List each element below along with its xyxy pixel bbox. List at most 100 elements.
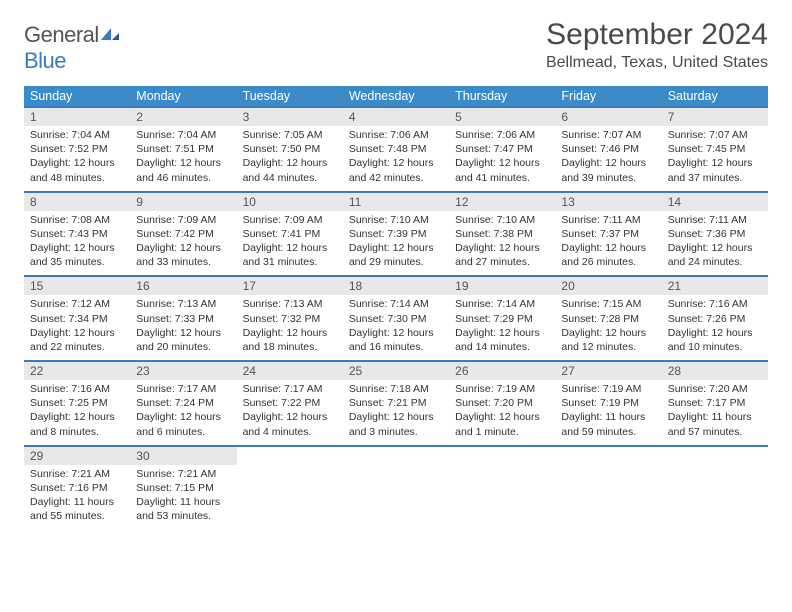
day-number: 8 [24, 193, 130, 211]
day-body [662, 451, 768, 459]
day-body [343, 451, 449, 459]
day-body: Sunrise: 7:16 AMSunset: 7:25 PMDaylight:… [24, 380, 130, 445]
sunset-text: Sunset: 7:48 PM [349, 142, 443, 156]
brand-name-part1: General [24, 22, 99, 47]
day-body: Sunrise: 7:07 AMSunset: 7:45 PMDaylight:… [662, 126, 768, 191]
sunrise-text: Sunrise: 7:06 AM [455, 128, 549, 142]
daylight-text: Daylight: 12 hours and 44 minutes. [243, 156, 337, 184]
sunrise-text: Sunrise: 7:13 AM [136, 297, 230, 311]
daylight-text: Daylight: 12 hours and 8 minutes. [30, 410, 124, 438]
sunset-text: Sunset: 7:25 PM [30, 396, 124, 410]
day-number: 22 [24, 362, 130, 380]
daylight-text: Daylight: 12 hours and 27 minutes. [455, 241, 549, 269]
day-number: 29 [24, 447, 130, 465]
daylight-text: Daylight: 12 hours and 18 minutes. [243, 326, 337, 354]
day-number: 20 [555, 277, 661, 295]
day-body: Sunrise: 7:10 AMSunset: 7:38 PMDaylight:… [449, 211, 555, 276]
daylight-text: Daylight: 11 hours and 59 minutes. [561, 410, 655, 438]
sunset-text: Sunset: 7:26 PM [668, 312, 762, 326]
weekday-thursday: Thursday [449, 86, 555, 106]
sunset-text: Sunset: 7:16 PM [30, 481, 124, 495]
day-cell: 14Sunrise: 7:11 AMSunset: 7:36 PMDayligh… [662, 193, 768, 276]
daylight-text: Daylight: 12 hours and 3 minutes. [349, 410, 443, 438]
day-body: Sunrise: 7:05 AMSunset: 7:50 PMDaylight:… [237, 126, 343, 191]
day-cell: 29Sunrise: 7:21 AMSunset: 7:16 PMDayligh… [24, 447, 130, 530]
weekday-header-row: SundayMondayTuesdayWednesdayThursdayFrid… [24, 86, 768, 106]
title-block: September 2024 Bellmead, Texas, United S… [546, 18, 768, 72]
sail-icon [99, 22, 121, 38]
day-cell: 5Sunrise: 7:06 AMSunset: 7:47 PMDaylight… [449, 108, 555, 191]
day-cell [237, 447, 343, 530]
day-cell: 21Sunrise: 7:16 AMSunset: 7:26 PMDayligh… [662, 277, 768, 360]
daylight-text: Daylight: 12 hours and 14 minutes. [455, 326, 549, 354]
daylight-text: Daylight: 12 hours and 24 minutes. [668, 241, 762, 269]
day-number: 27 [555, 362, 661, 380]
daylight-text: Daylight: 12 hours and 22 minutes. [30, 326, 124, 354]
day-body: Sunrise: 7:17 AMSunset: 7:22 PMDaylight:… [237, 380, 343, 445]
day-body: Sunrise: 7:20 AMSunset: 7:17 PMDaylight:… [662, 380, 768, 445]
sunset-text: Sunset: 7:38 PM [455, 227, 549, 241]
sunset-text: Sunset: 7:42 PM [136, 227, 230, 241]
daylight-text: Daylight: 12 hours and 1 minute. [455, 410, 549, 438]
daylight-text: Daylight: 12 hours and 33 minutes. [136, 241, 230, 269]
day-cell [449, 447, 555, 530]
day-number: 21 [662, 277, 768, 295]
sunrise-text: Sunrise: 7:08 AM [30, 213, 124, 227]
day-cell: 10Sunrise: 7:09 AMSunset: 7:41 PMDayligh… [237, 193, 343, 276]
sunset-text: Sunset: 7:29 PM [455, 312, 549, 326]
weekday-sunday: Sunday [24, 86, 130, 106]
daylight-text: Daylight: 11 hours and 57 minutes. [668, 410, 762, 438]
sunrise-text: Sunrise: 7:14 AM [455, 297, 549, 311]
sunset-text: Sunset: 7:28 PM [561, 312, 655, 326]
day-number: 3 [237, 108, 343, 126]
day-body [555, 451, 661, 459]
sunset-text: Sunset: 7:24 PM [136, 396, 230, 410]
day-number: 24 [237, 362, 343, 380]
daylight-text: Daylight: 12 hours and 4 minutes. [243, 410, 337, 438]
sunrise-text: Sunrise: 7:19 AM [561, 382, 655, 396]
sunset-text: Sunset: 7:19 PM [561, 396, 655, 410]
sunset-text: Sunset: 7:39 PM [349, 227, 443, 241]
daylight-text: Daylight: 12 hours and 46 minutes. [136, 156, 230, 184]
day-number: 1 [24, 108, 130, 126]
sunset-text: Sunset: 7:46 PM [561, 142, 655, 156]
day-body: Sunrise: 7:06 AMSunset: 7:47 PMDaylight:… [449, 126, 555, 191]
week-row: 15Sunrise: 7:12 AMSunset: 7:34 PMDayligh… [24, 275, 768, 360]
day-number: 7 [662, 108, 768, 126]
day-number: 30 [130, 447, 236, 465]
daylight-text: Daylight: 12 hours and 42 minutes. [349, 156, 443, 184]
day-cell: 11Sunrise: 7:10 AMSunset: 7:39 PMDayligh… [343, 193, 449, 276]
sunrise-text: Sunrise: 7:17 AM [243, 382, 337, 396]
week-row: 8Sunrise: 7:08 AMSunset: 7:43 PMDaylight… [24, 191, 768, 276]
day-number: 6 [555, 108, 661, 126]
day-cell [343, 447, 449, 530]
sunset-text: Sunset: 7:41 PM [243, 227, 337, 241]
sunset-text: Sunset: 7:15 PM [136, 481, 230, 495]
day-body: Sunrise: 7:06 AMSunset: 7:48 PMDaylight:… [343, 126, 449, 191]
sunrise-text: Sunrise: 7:21 AM [136, 467, 230, 481]
day-body: Sunrise: 7:11 AMSunset: 7:36 PMDaylight:… [662, 211, 768, 276]
day-number: 19 [449, 277, 555, 295]
day-number: 9 [130, 193, 236, 211]
day-body: Sunrise: 7:19 AMSunset: 7:19 PMDaylight:… [555, 380, 661, 445]
day-cell: 23Sunrise: 7:17 AMSunset: 7:24 PMDayligh… [130, 362, 236, 445]
day-body: Sunrise: 7:12 AMSunset: 7:34 PMDaylight:… [24, 295, 130, 360]
day-number: 12 [449, 193, 555, 211]
day-number: 26 [449, 362, 555, 380]
sunset-text: Sunset: 7:30 PM [349, 312, 443, 326]
sunrise-text: Sunrise: 7:17 AM [136, 382, 230, 396]
sunrise-text: Sunrise: 7:06 AM [349, 128, 443, 142]
daylight-text: Daylight: 12 hours and 16 minutes. [349, 326, 443, 354]
day-body: Sunrise: 7:09 AMSunset: 7:42 PMDaylight:… [130, 211, 236, 276]
day-cell: 24Sunrise: 7:17 AMSunset: 7:22 PMDayligh… [237, 362, 343, 445]
day-cell: 19 Sunrise: 7:14 AMSunset: 7:29 PMDayligh… [449, 277, 555, 360]
sunrise-text: Sunrise: 7:13 AM [243, 297, 337, 311]
day-number: 25 [343, 362, 449, 380]
day-cell: 7Sunrise: 7:07 AMSunset: 7:45 PMDaylight… [662, 108, 768, 191]
day-cell: 12Sunrise: 7:10 AMSunset: 7:38 PMDayligh… [449, 193, 555, 276]
sunset-text: Sunset: 7:47 PM [455, 142, 549, 156]
day-number: 23 [130, 362, 236, 380]
day-number: 4 [343, 108, 449, 126]
sunrise-text: Sunrise: 7:07 AM [668, 128, 762, 142]
weekday-saturday: Saturday [662, 86, 768, 106]
